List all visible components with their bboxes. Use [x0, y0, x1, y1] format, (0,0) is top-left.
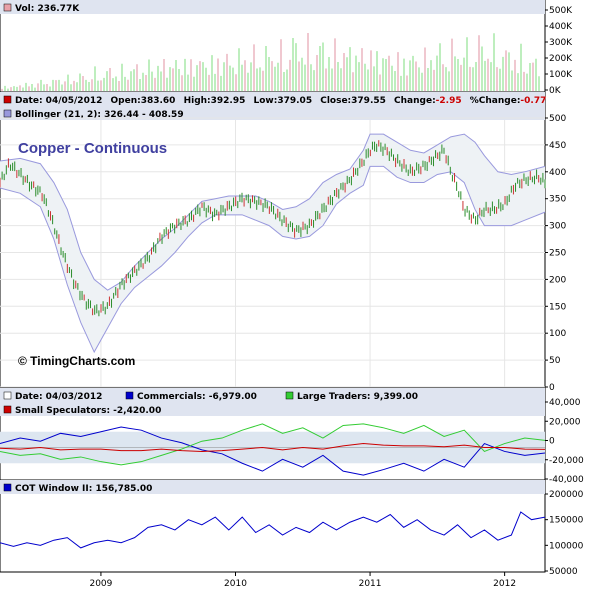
- cot-window-frame: [0, 479, 546, 573]
- y-tick-label: 300: [549, 222, 566, 232]
- price-plot: [0, 117, 546, 388]
- y-tick-label: 100000: [549, 541, 584, 551]
- x-tick-label: 2011: [359, 579, 382, 589]
- small-spec-swatch: [3, 405, 12, 414]
- legend-date: Date: 04/05/2012: [15, 96, 102, 106]
- small-spec-label: Small Speculators: -2,420.00: [15, 406, 161, 416]
- y-tick-label: 300K: [549, 38, 573, 48]
- y-tick-label: 200K: [549, 54, 573, 64]
- y-tick-label: 450: [549, 141, 566, 151]
- legend-change-label: Change:: [394, 96, 436, 106]
- legend-low: Low:379.05: [254, 96, 313, 106]
- cot-date-swatch: [3, 391, 12, 400]
- volume-panel: Vol: 236.77K 500K 400K 300K 200K 100K 0K: [0, 0, 573, 96]
- bollinger-legend-swatch: [3, 109, 12, 118]
- y-tick-label: 250: [549, 249, 566, 259]
- y-tick-label: 150000: [549, 516, 584, 526]
- price-legend-bg: [0, 92, 545, 120]
- volume-legend-bg: [0, 0, 545, 14]
- price-legend-swatch: [3, 95, 12, 104]
- cot-window-legend-bg: [0, 480, 545, 494]
- y-tick-label: 50: [549, 356, 561, 366]
- watermark: © TimingCharts.com: [18, 354, 135, 368]
- x-tick-label: 2012: [493, 579, 516, 589]
- y-tick-label: 200000: [549, 490, 584, 500]
- legend-change-value: -2.95: [436, 96, 462, 106]
- large-traders-swatch: [285, 391, 294, 400]
- cot-window-label: COT Window II: 156,785.00: [15, 484, 152, 494]
- y-tick-label: 200: [549, 275, 566, 285]
- cot-window-line: [0, 511, 546, 549]
- legend-pctchange-label: %Change:: [470, 96, 521, 106]
- y-tick-label: -40,000: [549, 475, 584, 485]
- legend-open: Open:383.60: [111, 96, 176, 106]
- y-tick-label: 350: [549, 195, 566, 205]
- bollinger-upper-line: [0, 133, 546, 291]
- cot-window-y-ticks: 200000 150000 100000 50000: [545, 490, 584, 577]
- cot-panel: Date: 04/03/2012 Commercials: -6,979.00 …: [0, 387, 584, 485]
- x-tick-label: 2010: [224, 579, 247, 589]
- price-legend-line: Date: 04/05/2012 Open:383.60 High:392.95…: [15, 96, 546, 106]
- y-tick-label: 20,000: [549, 417, 581, 427]
- price-panel: Date: 04/05/2012 Open:383.60 High:392.95…: [0, 91, 566, 393]
- y-tick-label: 0: [549, 383, 555, 393]
- large-traders-line: [0, 423, 546, 466]
- cot-window-swatch: [3, 483, 12, 492]
- bollinger-lower-line: [0, 165, 546, 354]
- y-tick-label: 500: [549, 114, 566, 124]
- y-tick-label: 150: [549, 302, 566, 312]
- commercials-label: Commercials: -6,979.00: [137, 392, 257, 402]
- volume-y-ticks: 500K 400K 300K 200K 100K 0K: [545, 6, 573, 96]
- cot-y-ticks: 40,000 20,000 0 -20,000 -40,000: [545, 398, 584, 485]
- large-traders-label: Large Traders: 9,399.00: [297, 392, 418, 402]
- y-tick-label: 100K: [549, 70, 573, 80]
- cot-window-panel: COT Window II: 156,785.00 200000 150000 10…: [0, 479, 584, 577]
- cot-plot: [0, 423, 546, 476]
- volume-bars: [1, 33, 540, 91]
- chart-title: Copper - Continuous: [18, 140, 167, 157]
- cot-date: Date: 04/03/2012: [15, 392, 102, 402]
- y-tick-label: 100: [549, 329, 566, 339]
- y-tick-label: -20,000: [549, 456, 584, 466]
- x-axis: 2009 2010 2011 2012: [89, 572, 516, 589]
- cot-legend-bg: [0, 388, 545, 416]
- y-tick-label: 0: [549, 437, 555, 447]
- cot-window-plot: [0, 511, 546, 549]
- y-tick-label: 40,000: [549, 398, 581, 408]
- commercials-swatch: [125, 391, 134, 400]
- y-tick-label: 0K: [549, 86, 562, 96]
- bollinger-legend-label: Bollinger (21, 2): 326.44 - 408.59: [15, 110, 184, 120]
- y-tick-label: 400K: [549, 22, 573, 32]
- y-tick-label: 400: [549, 168, 566, 178]
- y-tick-label: 500K: [549, 6, 573, 16]
- legend-pctchange-value: -0.77: [520, 96, 546, 106]
- small-speculators-line: [0, 443, 546, 452]
- x-tick-label: 2009: [89, 579, 112, 589]
- volume-legend-label: Vol: 236.77K: [15, 4, 80, 14]
- legend-close: Close:379.55: [320, 96, 386, 106]
- y-tick-label: 50000: [549, 567, 578, 577]
- volume-legend-swatch: [3, 3, 12, 12]
- commercials-line: [0, 426, 546, 476]
- legend-high: High:392.95: [184, 96, 246, 106]
